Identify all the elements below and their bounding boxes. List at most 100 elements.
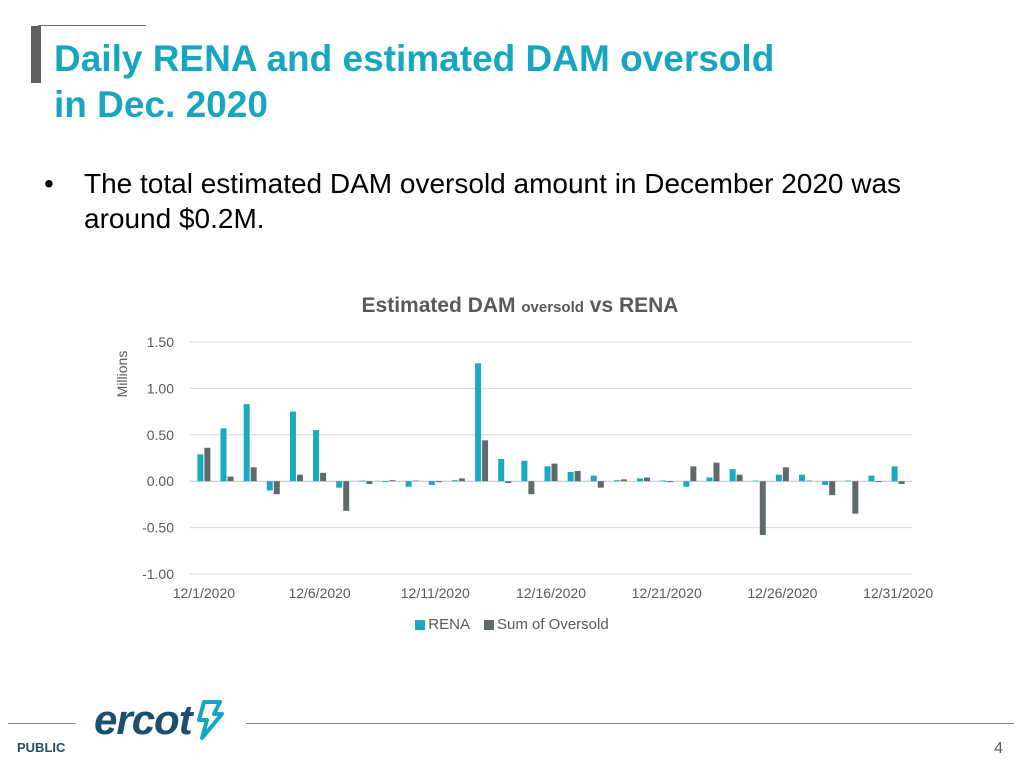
bar-rena (567, 471, 574, 482)
bar-oversold (574, 470, 581, 482)
bar-rena (521, 460, 528, 482)
bar-rena (336, 481, 343, 488)
logo-wordmark: ercot (94, 696, 193, 743)
y-tick-label: -1.00 (142, 566, 174, 582)
x-tick-label: 12/26/2020 (747, 585, 817, 601)
bar-oversold (296, 474, 303, 482)
bar-oversold (458, 478, 465, 482)
bar-rena (266, 481, 273, 491)
x-tick-label: 12/1/2020 (173, 585, 235, 601)
legend-swatch-rena (415, 619, 426, 630)
bar-rena (637, 478, 644, 482)
bar-oversold (320, 472, 327, 482)
bar-rena (289, 411, 296, 482)
bar-rena (613, 480, 620, 482)
y-tick-label: 1.00 (147, 380, 174, 396)
legend-label-oversold: Sum of Oversold (496, 616, 609, 633)
chart-legend: RENA Sum of Oversold (0, 616, 1024, 633)
bar-oversold (366, 481, 373, 484)
y-axis-label: Millions (114, 351, 130, 398)
page-number: 4 (994, 740, 1003, 757)
bar-rena (544, 466, 551, 482)
bar-oversold (644, 477, 651, 482)
bar-oversold (875, 481, 882, 483)
bar-oversold (204, 447, 211, 482)
bar-rena (752, 480, 759, 482)
footer-divider-left (8, 723, 76, 724)
bar-rena (799, 474, 806, 482)
legend-item-rena: RENA (415, 616, 470, 633)
bar-oversold (435, 481, 442, 483)
bullet-dot: • (44, 168, 54, 199)
bar-oversold (227, 476, 234, 482)
bar-oversold (806, 480, 813, 482)
bar-rena (891, 466, 898, 482)
x-tick-label: 12/6/2020 (288, 585, 350, 601)
bar-rena (451, 480, 458, 482)
bullet-text: The total estimated DAM oversold amount … (84, 168, 902, 234)
bar-oversold (852, 481, 859, 514)
bar-rena (243, 404, 250, 482)
y-tick-label: -0.50 (142, 520, 174, 536)
bar-oversold (597, 481, 604, 488)
bar-oversold (528, 481, 535, 495)
footer-public-label: PUBLIC (17, 740, 66, 755)
bar-oversold (273, 481, 280, 495)
bar-oversold (782, 467, 789, 482)
bar-rena (405, 481, 412, 487)
y-tick-label: 1.50 (147, 334, 174, 350)
bar-rena (428, 481, 435, 485)
bar-oversold (389, 480, 396, 482)
bar-rena (706, 477, 713, 482)
bar-rena (475, 363, 482, 482)
bar-rena (775, 474, 782, 482)
legend-swatch-oversold (483, 619, 494, 630)
bullet-item: • The total estimated DAM oversold amoun… (44, 166, 974, 236)
y-tick-label: 0.00 (147, 473, 174, 489)
slide-title-line-1: Daily RENA and estimated DAM oversold (54, 38, 775, 79)
bar-oversold (736, 474, 743, 482)
bar-oversold (250, 467, 257, 482)
bar-rena (220, 428, 227, 482)
chart-title-part-3: vs RENA (589, 294, 679, 317)
chart-title-part-2: oversold (521, 299, 584, 316)
lightning-bolt-icon (196, 700, 224, 740)
bar-rena (729, 469, 736, 482)
bar-rena (313, 430, 320, 482)
x-tick-label: 12/21/2020 (632, 585, 702, 601)
chart-title-part-1: Estimated DAM (361, 294, 516, 317)
y-tick-label: 0.50 (147, 427, 174, 443)
bar-rena (197, 454, 204, 482)
legend-item-oversold: Sum of Oversold (483, 616, 609, 633)
bar-oversold (829, 481, 836, 496)
bar-rena (359, 480, 366, 482)
x-tick-label: 12/16/2020 (516, 585, 586, 601)
bar-oversold (482, 440, 489, 482)
bar-oversold (898, 481, 905, 484)
bar-rena (660, 480, 667, 482)
bullet-list: • The total estimated DAM oversold amoun… (44, 166, 974, 236)
bar-oversold (759, 481, 766, 536)
bar-oversold (343, 481, 350, 511)
title-accent-bar (31, 26, 41, 83)
bar-oversold (667, 481, 674, 483)
bar-oversold (690, 466, 697, 482)
legend-label-rena: RENA (428, 616, 470, 633)
bar-rena (590, 475, 597, 482)
bar-oversold (620, 479, 627, 482)
bar-rena (382, 481, 389, 483)
bar-oversold (551, 463, 558, 482)
bar-oversold (713, 462, 720, 482)
chart-title: Estimated DAM oversold vs RENA (190, 294, 850, 318)
bar-oversold (412, 480, 419, 482)
title-accent-line (38, 25, 146, 26)
slide-title-line-2: in Dec. 2020 (54, 84, 268, 125)
slide-title: Daily RENA and estimated DAM oversold in… (54, 36, 954, 128)
footer-divider-right (246, 723, 1014, 724)
bar-oversold (505, 481, 512, 484)
bar-rena (498, 458, 505, 482)
x-tick-label: 12/11/2020 (401, 585, 470, 601)
x-tick-label: 12/31/2020 (863, 585, 933, 601)
bar-rena (822, 481, 829, 485)
